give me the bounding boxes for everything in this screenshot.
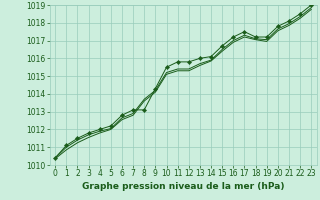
X-axis label: Graphe pression niveau de la mer (hPa): Graphe pression niveau de la mer (hPa) <box>82 182 284 191</box>
